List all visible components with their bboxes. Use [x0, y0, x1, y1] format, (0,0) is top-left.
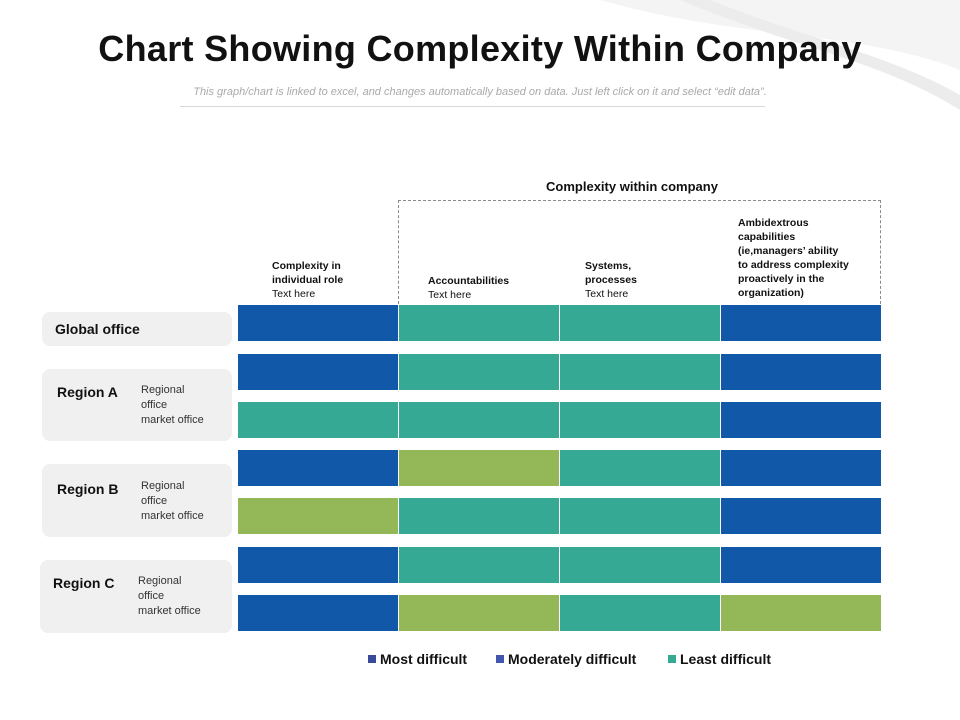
region-b-panel: Region B Regional office market office [42, 464, 232, 537]
column-heading: Systems, processes [585, 260, 637, 286]
cell-row1-systems-processes [560, 305, 720, 341]
cell-row1-individual-role [238, 305, 398, 341]
cell-row3-accountabilities [399, 402, 559, 438]
region-c-panel: Region C Regional office market office [40, 560, 232, 633]
cell-row3-individual-role [238, 402, 398, 438]
cell-row6-individual-role [238, 547, 398, 583]
cell-row5-ambidextrous [721, 498, 881, 534]
global-office-label: Global office [55, 321, 140, 337]
column-subtext: Text here [272, 288, 316, 300]
region-a-label: Region A [57, 384, 118, 400]
cell-row7-individual-role [238, 595, 398, 631]
region-a-panel: Region A Regional office market office [42, 369, 232, 441]
legend-label: Least difficult [680, 651, 772, 667]
cell-row6-ambidextrous [721, 547, 881, 583]
cell-row3-ambidextrous [721, 402, 881, 438]
cell-row7-accountabilities [399, 595, 559, 631]
cell-row5-individual-role [238, 498, 398, 534]
cell-row4-individual-role [238, 450, 398, 486]
cell-row2-systems-processes [560, 354, 720, 390]
cell-row5-systems-processes [560, 498, 720, 534]
column-subtext: Text here [428, 289, 472, 301]
cell-row7-systems-processes [560, 595, 720, 631]
legend-moderately-difficult: Moderately difficult [496, 651, 636, 667]
cell-row4-systems-processes [560, 450, 720, 486]
cell-row4-accountabilities [399, 450, 559, 486]
cell-row6-accountabilities [399, 547, 559, 583]
global-office-panel: Global office [42, 312, 232, 346]
column-heading: Accountabilities [428, 275, 510, 287]
background-swoosh [600, 0, 960, 110]
title-divider [180, 106, 765, 107]
legend-swatch-least [668, 655, 676, 663]
column-header-individual-role: Complexity in individual role Text here [272, 259, 392, 301]
cell-row2-ambidextrous [721, 354, 881, 390]
legend-least-difficult: Least difficult [668, 651, 771, 667]
cell-row7-ambidextrous [721, 595, 881, 631]
legend-swatch-moderate [496, 655, 504, 663]
complexity-dashed-frame [398, 200, 881, 304]
region-b-label: Region B [57, 481, 119, 497]
page-subtitle: This graph/chart is linked to excel, and… [193, 86, 767, 98]
legend-label: Most difficult [380, 651, 468, 667]
column-heading: Ambidextrous capabilities (ie,managers’ … [738, 217, 849, 299]
region-b-sublabel: Regional office market office [141, 480, 204, 522]
cell-row2-accountabilities [399, 354, 559, 390]
column-heading: Complexity in individual role [272, 260, 344, 286]
cell-row4-ambidextrous [721, 450, 881, 486]
region-a-sublabel: Regional office market office [141, 384, 204, 426]
legend-most-difficult: Most difficult [368, 651, 467, 667]
legend-swatch-most [368, 655, 376, 663]
region-c-label: Region C [53, 575, 115, 591]
column-subtext: Text here [585, 288, 629, 300]
cell-row5-accountabilities [399, 498, 559, 534]
cell-row2-individual-role [238, 354, 398, 390]
complexity-group-label: Complexity within company [546, 179, 718, 194]
page-title: Chart Showing Complexity Within Company [98, 28, 862, 69]
column-header-accountabilities: Accountabilities Text here [428, 274, 548, 302]
legend-label: Moderately difficult [508, 651, 637, 667]
column-header-systems-processes: Systems, processes Text here [585, 259, 705, 301]
region-c-sublabel: Regional office market office [138, 575, 201, 617]
cell-row6-systems-processes [560, 547, 720, 583]
cell-row3-systems-processes [560, 402, 720, 438]
cell-row1-ambidextrous [721, 305, 881, 341]
cell-row1-accountabilities [399, 305, 559, 341]
column-header-ambidextrous-capabilities: Ambidextrous capabilities (ie,managers’ … [738, 216, 878, 300]
